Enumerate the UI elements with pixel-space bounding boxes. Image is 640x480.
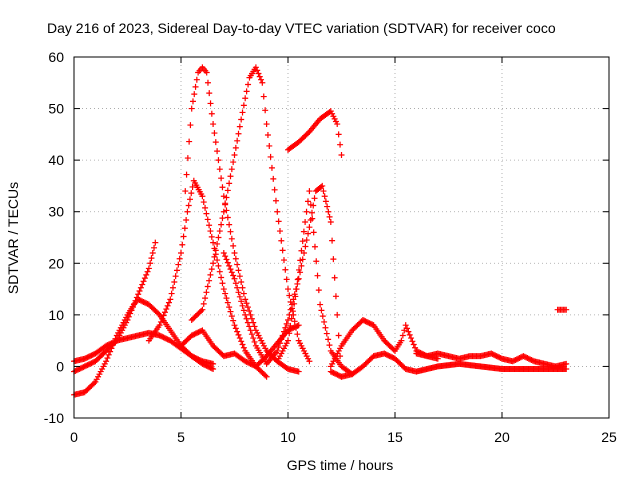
series-arc-8 [220, 182, 345, 380]
y-tick-label: 40 [48, 152, 64, 168]
series-arc-11 [327, 317, 441, 370]
x-tick-label: 20 [494, 429, 510, 445]
x-tick-label: 10 [280, 429, 296, 445]
series-arc-4 [145, 177, 270, 380]
plus-markers [71, 239, 159, 375]
x-tick-label: 0 [70, 429, 78, 445]
plus-markers [413, 350, 570, 370]
y-tick-label: 0 [56, 358, 64, 374]
plus-markers [327, 350, 570, 380]
plus-markers [554, 306, 570, 313]
chart-title: Day 216 of 2023, Sidereal Day-to-day VTE… [47, 20, 556, 36]
plus-markers [145, 177, 270, 380]
plus-markers [327, 317, 441, 370]
series-arc-6 [188, 64, 313, 365]
y-tick-label: 30 [48, 204, 64, 220]
x-tick-label: 5 [177, 429, 185, 445]
series-arc-13 [413, 350, 570, 370]
x-axis-label: GPS time / hours [287, 457, 394, 473]
data-series [71, 64, 570, 398]
y-tick-label: 20 [48, 255, 64, 271]
series-arc-12 [327, 350, 570, 380]
series-arc-14 [554, 306, 570, 313]
plus-markers [71, 296, 217, 398]
series-arc-9 [285, 108, 345, 158]
series-arc-3 [71, 296, 217, 398]
axis-ticks: 0 5 10 15 20 25 -10 0 10 20 30 40 50 60 [44, 49, 617, 445]
x-tick-label: 25 [601, 429, 617, 445]
plot-frame [73, 56, 610, 419]
plus-markers [285, 108, 345, 158]
y-axis-label: SDTVAR / TECUs [5, 182, 21, 294]
x-tick-label: 15 [387, 429, 403, 445]
series-arc-2 [71, 239, 159, 375]
y-tick-label: -10 [44, 410, 64, 426]
plus-markers [220, 182, 345, 380]
plus-markers [188, 64, 313, 365]
y-tick-label: 10 [48, 307, 64, 323]
y-tick-label: 50 [48, 101, 64, 117]
y-tick-label: 60 [48, 49, 64, 65]
